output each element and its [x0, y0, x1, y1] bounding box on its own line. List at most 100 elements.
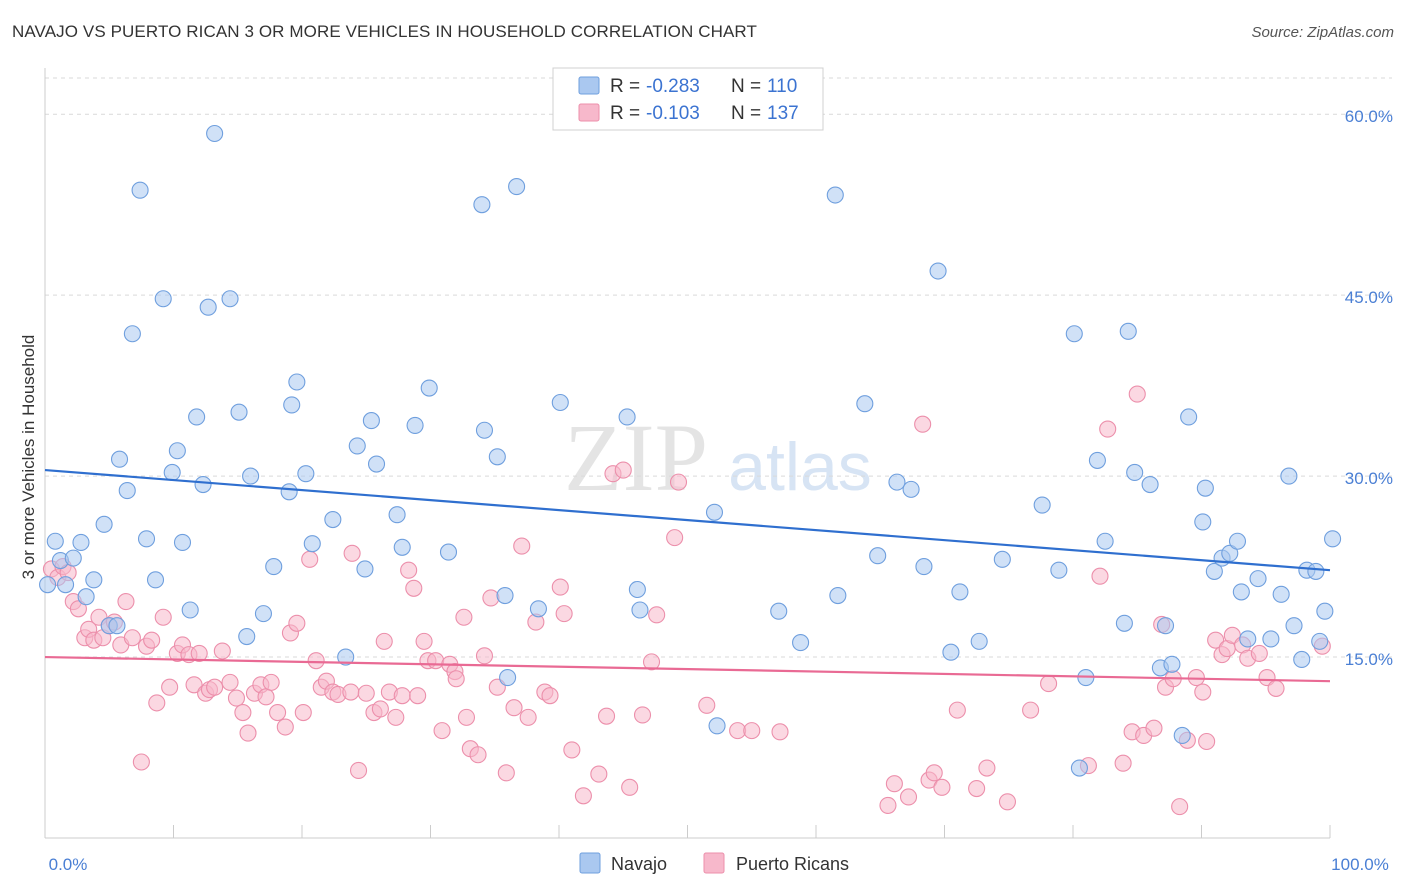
- bottom-legend-swatch-navajo: [579, 852, 601, 874]
- navajo-point: [551, 393, 569, 412]
- puerto-rican-point: [948, 701, 966, 719]
- navajo-point: [1070, 759, 1088, 777]
- legend-n-value-navajo: 110: [767, 76, 797, 97]
- puerto-rican-point: [914, 415, 932, 433]
- puerto-rican-point: [288, 614, 306, 632]
- puerto-rican-point: [117, 593, 135, 611]
- navajo-point: [631, 601, 649, 619]
- puerto-rican-point: [899, 788, 918, 806]
- puerto-rican-point: [469, 746, 487, 764]
- puerto-rican-point: [433, 722, 451, 740]
- navajo-point: [57, 576, 75, 594]
- navajo-point: [230, 403, 248, 421]
- navajo-point: [1205, 562, 1223, 580]
- navajo-point: [297, 465, 315, 483]
- navajo-point: [708, 717, 726, 735]
- x-tick-label-min: 0.0%: [49, 855, 88, 874]
- puerto-rican-point: [666, 529, 684, 547]
- navajo-point: [1180, 408, 1198, 426]
- navajo-point: [108, 617, 126, 635]
- navajo-point: [499, 669, 517, 687]
- puerto-rican-point: [294, 703, 312, 722]
- puerto-rican-point: [409, 687, 427, 705]
- navajo-point: [508, 178, 526, 196]
- navajo-point: [337, 648, 355, 666]
- navajo-point: [154, 290, 172, 308]
- navajo-point: [1280, 467, 1298, 485]
- navajo-point: [488, 448, 506, 466]
- puerto-rican-point: [132, 753, 150, 771]
- puerto-rican-point: [998, 793, 1017, 811]
- puerto-rican-point: [555, 605, 573, 623]
- puerto-rican-point: [513, 537, 531, 555]
- navajo-point: [1119, 322, 1137, 340]
- navajo-point: [1173, 726, 1191, 745]
- navajo-point: [770, 602, 788, 620]
- navajo-point: [324, 510, 342, 529]
- puerto-rican-point: [387, 708, 405, 726]
- bottom-legend: Navajo Puerto Ricans: [579, 852, 849, 874]
- puerto-rican-point: [1040, 675, 1058, 693]
- puerto-rican-point: [519, 708, 537, 726]
- navajo-point: [254, 605, 273, 623]
- navajo-point: [221, 290, 239, 308]
- navajo-point: [1239, 630, 1257, 648]
- navajo-point: [393, 538, 411, 556]
- navajo-point: [181, 601, 199, 619]
- navajo-point: [188, 408, 206, 426]
- navajo-point: [826, 186, 844, 204]
- puerto-rican-point: [642, 653, 661, 671]
- puerto-rican-point: [405, 579, 423, 597]
- legend-r-value-navajo: -0.283: [646, 76, 700, 97]
- navajo-point: [348, 437, 366, 455]
- puerto-rican-point: [497, 764, 515, 782]
- navajo-point: [265, 558, 283, 576]
- navajo-point: [168, 442, 186, 460]
- puerto-rican-point: [190, 644, 208, 662]
- puerto-rican-point: [393, 687, 411, 705]
- puerto-rican-point: [357, 684, 375, 702]
- navajo-point: [1033, 496, 1051, 514]
- navajo-point: [888, 473, 906, 491]
- navajo-point: [1050, 561, 1068, 579]
- puerto-rican-point: [475, 647, 494, 665]
- navajo-point: [123, 325, 141, 343]
- navajo-point: [439, 543, 458, 561]
- navajo-point: [199, 298, 217, 316]
- puerto-rican-point: [375, 632, 393, 650]
- puerto-rican-point: [371, 700, 389, 718]
- navajo-point: [829, 586, 847, 605]
- navajo-point: [356, 560, 374, 578]
- puerto-rican-point: [597, 707, 616, 725]
- navajo-point: [46, 532, 64, 550]
- puerto-rican-point: [400, 561, 418, 579]
- navajo-point: [206, 124, 224, 143]
- navajo-point: [1096, 532, 1114, 550]
- puerto-rican-point: [301, 550, 319, 568]
- puerto-rican-point: [1114, 754, 1132, 772]
- navajo-point: [39, 576, 57, 594]
- navajo-point: [929, 262, 947, 280]
- puerto-rican-point: [1194, 683, 1212, 701]
- puerto-rican-point: [1022, 701, 1040, 719]
- navajo-point: [95, 515, 113, 533]
- navajo-point: [1311, 632, 1329, 650]
- navajo-point: [869, 547, 887, 565]
- navajo-point: [473, 196, 491, 214]
- navajo-point: [194, 475, 212, 494]
- legend-swatch-puerto-rican: [578, 103, 600, 122]
- puerto-rican-point: [1171, 798, 1189, 816]
- navajo-point: [110, 450, 129, 468]
- puerto-rican-point: [482, 589, 500, 607]
- bottom-legend-puerto-rican: Puerto Ricans: [736, 854, 849, 874]
- puerto-rican-point: [221, 673, 239, 691]
- legend-r-label-puerto-rican: R =: [610, 103, 640, 124]
- puerto-rican-point: [1145, 719, 1163, 737]
- y-tick-label: 30.0%: [1345, 469, 1393, 488]
- navajo-point: [1262, 630, 1280, 648]
- puerto-rican-point: [1128, 385, 1146, 403]
- navajo-point: [1316, 602, 1334, 620]
- puerto-rican-point: [123, 629, 141, 647]
- puerto-rican-point: [342, 683, 360, 701]
